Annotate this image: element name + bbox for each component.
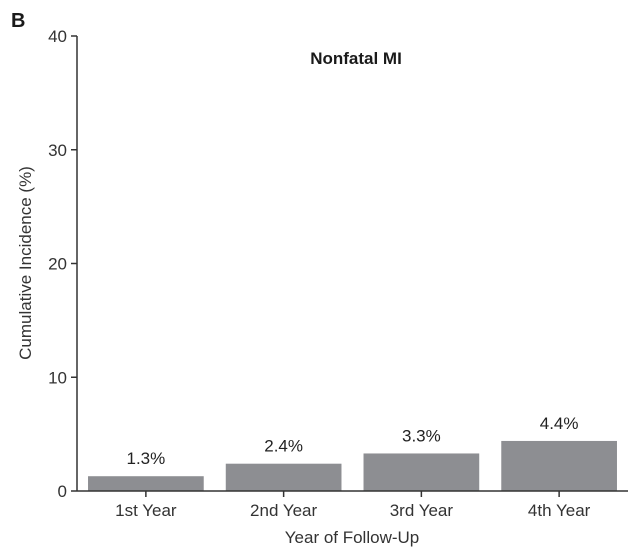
y-tick-label: 20 bbox=[48, 255, 67, 274]
panel-label: B bbox=[11, 10, 25, 32]
bar-value-label: 3.3% bbox=[402, 426, 441, 445]
y-tick-label: 40 bbox=[48, 27, 67, 46]
x-axis-label: Year of Follow-Up bbox=[285, 528, 420, 547]
y-tick-label: 10 bbox=[48, 368, 67, 387]
bars bbox=[88, 440, 617, 491]
x-tick-label: 2nd Year bbox=[250, 501, 317, 520]
bar-value-label: 1.3% bbox=[127, 449, 166, 468]
chart-title: Nonfatal MI bbox=[310, 49, 402, 68]
y-axis-ticks: 0 10 20 30 40 bbox=[48, 27, 77, 501]
bar-value-label: 4.4% bbox=[540, 414, 579, 433]
y-axis-label: Cumulative Incidence (%) bbox=[16, 166, 35, 360]
bar bbox=[363, 453, 480, 491]
x-tick-label: 3rd Year bbox=[390, 501, 454, 520]
bar bbox=[501, 440, 617, 491]
bar-value-label: 2.4% bbox=[264, 437, 303, 456]
x-tick-label: 4th Year bbox=[528, 501, 591, 520]
x-tick-label: 1st Year bbox=[115, 501, 177, 520]
x-axis-ticks: 1st Year 2nd Year 3rd Year 4th Year bbox=[115, 491, 591, 520]
bar bbox=[88, 476, 204, 491]
bar-data-labels: 1.3% 2.4% 3.3% 4.4% bbox=[127, 414, 579, 468]
y-tick-label: 30 bbox=[48, 141, 67, 160]
y-tick-label: 0 bbox=[58, 482, 67, 501]
bar bbox=[225, 463, 342, 491]
